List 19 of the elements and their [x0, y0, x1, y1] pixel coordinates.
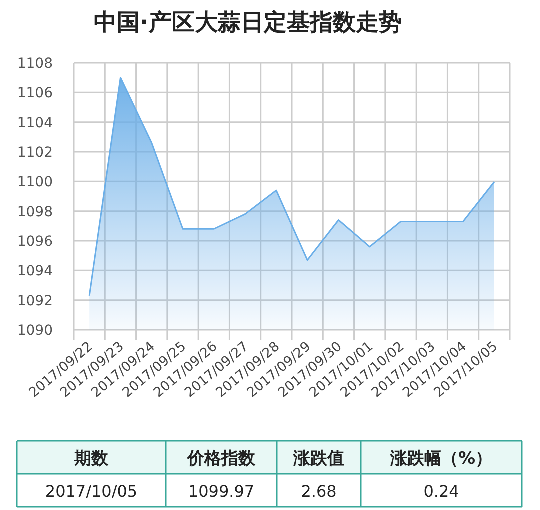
text: 涨跌值: [292, 449, 344, 469]
y-tick-label: 1094: [17, 264, 54, 280]
text: 2.68: [301, 482, 337, 501]
y-tick-label: 1102: [17, 145, 53, 161]
text: 价格指数: [186, 449, 256, 469]
text: 涨跌幅（%）: [389, 449, 493, 469]
text: 期数: [74, 449, 110, 469]
y-tick-label: 1100: [17, 174, 53, 191]
y-tick-label: 1108: [17, 56, 53, 72]
y-tick-label: 1106: [17, 86, 54, 102]
y-tick-label: 1098: [17, 204, 53, 220]
chart-title: 中国·产区大蒜日定基指数走势: [94, 9, 402, 36]
y-tick-label: 1104: [17, 115, 54, 132]
text: 2017/10/05: [45, 482, 138, 501]
y-tick-label: 1090: [17, 323, 53, 339]
text: 0.24: [424, 482, 460, 501]
y-tick-label: 1092: [17, 293, 53, 310]
text: 1099.97: [188, 482, 255, 501]
y-tick-label: 1096: [17, 234, 54, 250]
